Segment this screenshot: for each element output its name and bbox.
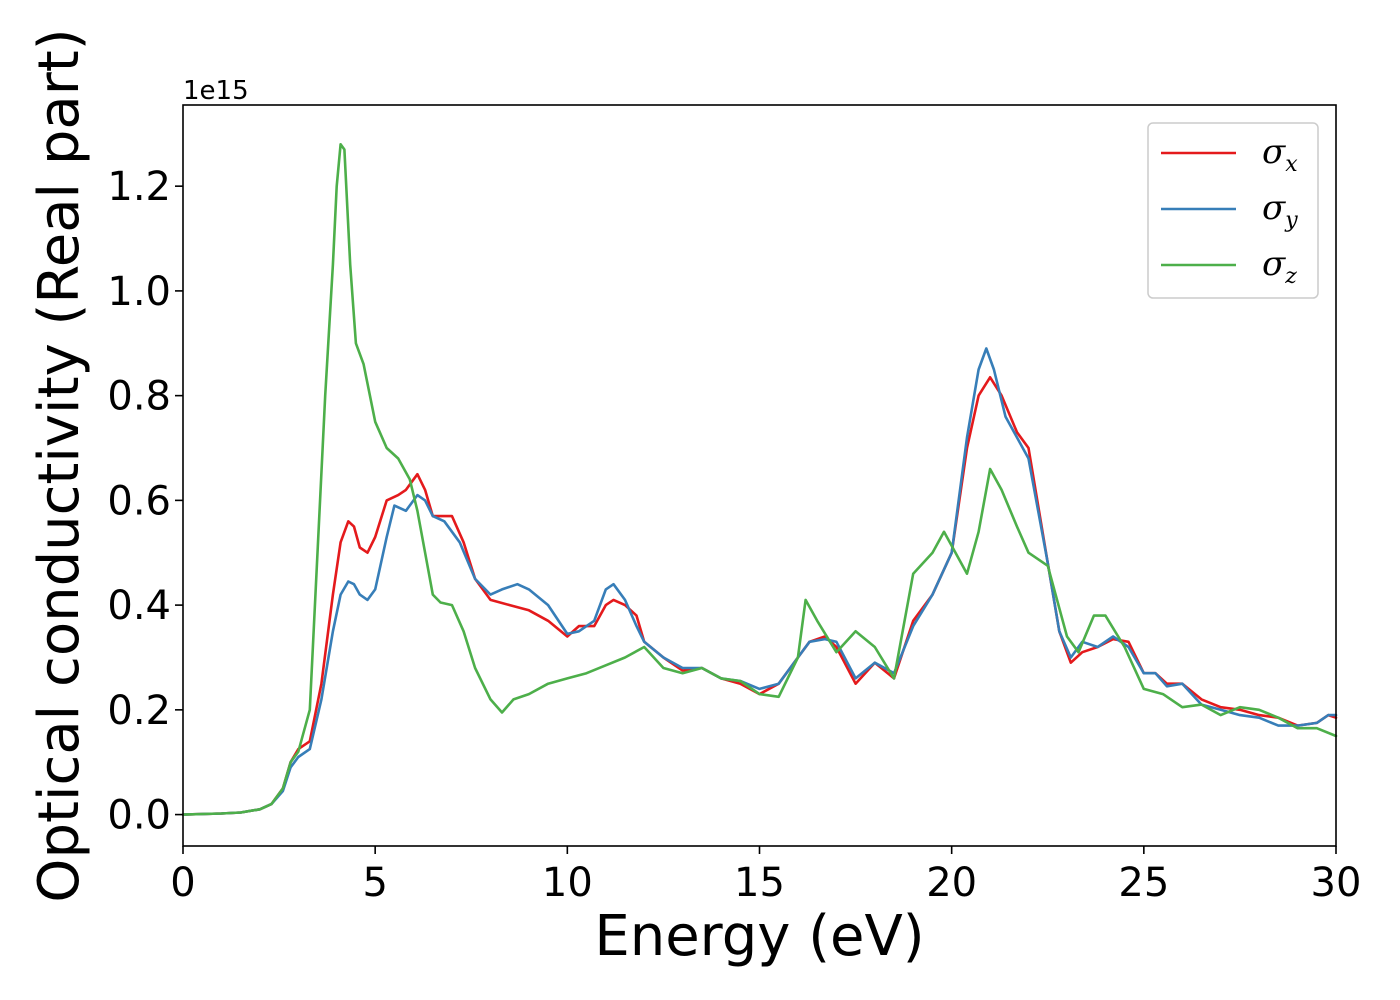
x-tick-label: 10: [542, 860, 593, 906]
y-tick-label: 0.6: [107, 478, 171, 524]
series-layer: [181, 143, 1338, 816]
x-axis-label: Energy (eV): [594, 904, 924, 969]
ticks-layer: 0 5 10 15 20 25 30 0.0 0.2 0.4 0.6 0.8 1.0 1.2: [107, 164, 1361, 906]
legend-entry-x: σx: [1262, 132, 1298, 177]
legend-entry-y: σy: [1262, 188, 1298, 233]
x-tick-label: 25: [1118, 860, 1169, 906]
y-tick-label: 0.8: [107, 374, 171, 420]
y-tick-label: 0.2: [107, 688, 171, 734]
y-axis-offset-label: 1e15: [183, 76, 249, 106]
legend-entry-z: σz: [1262, 244, 1297, 289]
series-line-z: [181, 143, 1338, 816]
x-tick-label: 5: [362, 860, 387, 906]
legend-box: [1147, 122, 1319, 299]
x-tick-label: 20: [926, 860, 977, 906]
y-axis-label: Optical conductivity (Real part): [27, 28, 92, 902]
legend: σx σy σz: [1147, 122, 1319, 299]
y-tick-label: 1.2: [107, 164, 171, 210]
y-tick-label: 0.4: [107, 583, 171, 629]
x-tick-label: 30: [1311, 860, 1362, 906]
x-tick-label: 15: [734, 860, 785, 906]
x-tick-label: 0: [170, 860, 195, 906]
plot-frame: [182, 104, 1337, 847]
y-tick-label: 0.0: [107, 793, 171, 839]
y-tick-label: 1.0: [107, 269, 171, 315]
